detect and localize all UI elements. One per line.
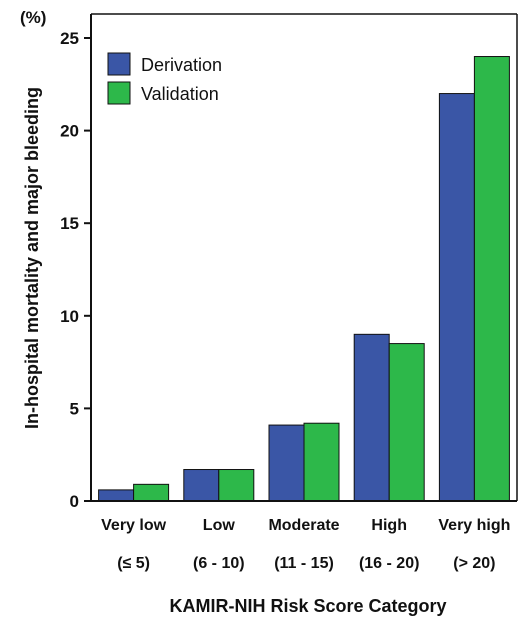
y-tick-label: 25 — [60, 29, 79, 48]
bar-validation-very-low — [133, 483, 170, 502]
x-category-range-label: (> 20) — [453, 555, 495, 572]
category-labels: Very low (≤ 5) Low (6 - 10) Moderate (11 - 15… — [101, 517, 510, 572]
y-axis-title: In-hospital mortality and major bleeding — [22, 87, 42, 429]
bar-derivation-very-low — [98, 489, 135, 502]
x-category-range-label: (≤ 5) — [117, 555, 150, 572]
legend-label-validation: Validation — [141, 84, 219, 104]
x-axis-title: KAMIR-NIH Risk Score Category — [169, 596, 446, 616]
bars — [98, 56, 510, 502]
x-category-label: Very high — [438, 517, 510, 534]
x-category-label: Low — [203, 517, 236, 534]
axes — [90, 13, 518, 502]
bar-derivation-high — [353, 333, 390, 502]
y-tick-label: 15 — [60, 214, 79, 233]
y-tick-label: 5 — [70, 399, 79, 418]
bar-derivation-low — [183, 469, 220, 502]
x-category-range-label: (6 - 10) — [193, 555, 245, 572]
legend-swatch-validation — [107, 81, 131, 105]
legend-swatch-derivation — [107, 52, 131, 76]
x-category-label: Moderate — [268, 517, 339, 534]
bar-validation-moderate — [303, 422, 340, 502]
bar-validation-low — [218, 469, 255, 502]
x-category-label: Very low — [101, 517, 166, 534]
y-tick-label: 10 — [60, 307, 79, 326]
y-tick-label: 0 — [70, 492, 79, 511]
bar-derivation-very-high — [438, 93, 475, 502]
bar-validation-high — [388, 343, 425, 502]
legend: Derivation Validation — [107, 52, 222, 105]
y-axis-unit-label: (%) — [20, 8, 46, 27]
y-axis-ticks: 0 5 10 15 20 25 — [60, 29, 91, 511]
bar-validation-very-high — [473, 56, 510, 502]
legend-label-derivation: Derivation — [141, 55, 222, 75]
x-category-range-label: (11 - 15) — [274, 555, 334, 572]
x-category-range-label: (16 - 20) — [359, 555, 419, 572]
x-category-label: High — [371, 517, 407, 534]
y-tick-label: 20 — [60, 122, 79, 141]
bar-derivation-moderate — [268, 424, 305, 502]
